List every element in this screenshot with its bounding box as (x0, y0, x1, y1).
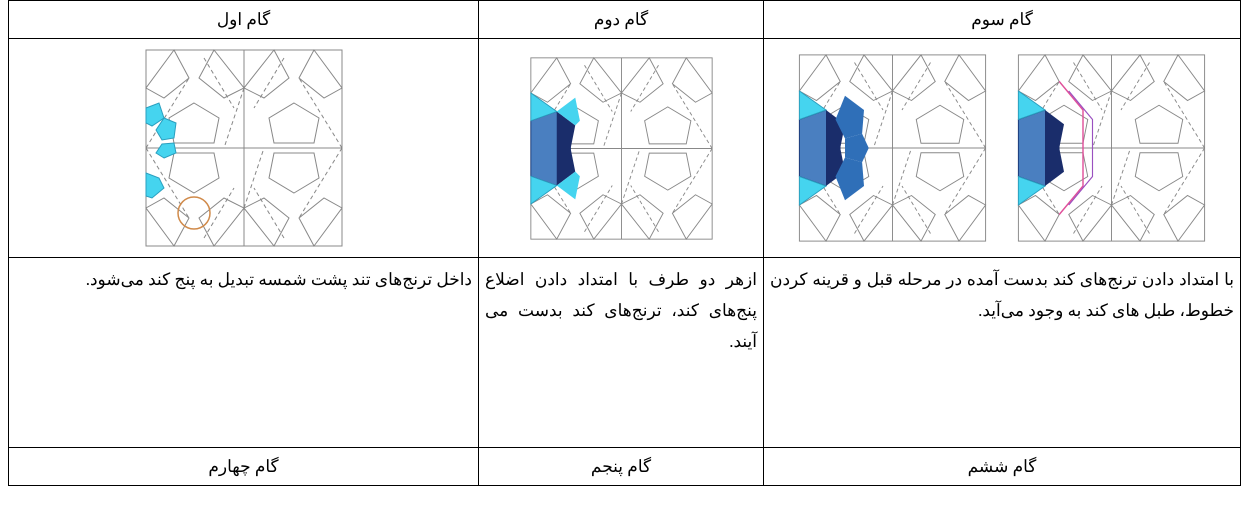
pattern-image (529, 56, 713, 240)
pattern-image (798, 54, 986, 242)
header-cell: گام سوم (763, 0, 1241, 39)
text-cell: با امتداد دادن ترنج‌های کند بدست آمده در… (763, 257, 1241, 448)
header-cell: گام چهارم (8, 447, 479, 486)
header-cell: گام دوم (478, 0, 764, 39)
steps-table: گام سوم گام دوم گام اول (8, 0, 1241, 486)
pattern-image (1018, 54, 1206, 242)
header-cell: گام ششم (763, 447, 1241, 486)
header-cell: گام اول (8, 0, 479, 39)
image-cell (8, 38, 479, 258)
image-cell (478, 38, 764, 258)
text-cell: داخل ترنج‌های تند پشت شمسه تبدیل به پنج … (8, 257, 479, 448)
image-cell (763, 38, 1241, 258)
text-cell: ازهر دو طرف با امتداد دادن اضلاع پنج‌های… (478, 257, 764, 448)
pattern-image (145, 49, 342, 247)
header-cell: گام پنجم (478, 447, 764, 486)
